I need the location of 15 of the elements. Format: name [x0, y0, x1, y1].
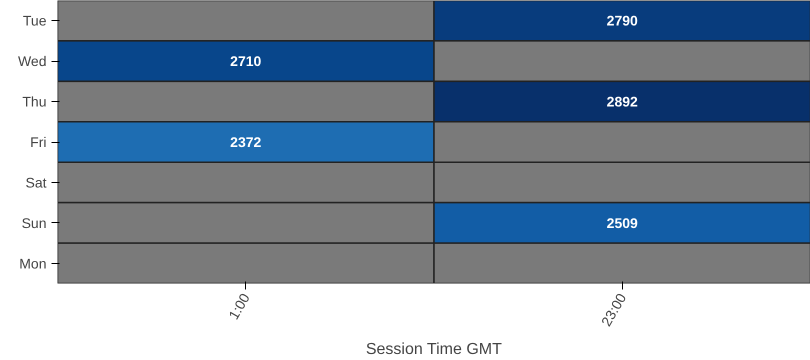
y-tick-label: Tue	[22, 12, 47, 29]
y-tick-label: Sun	[22, 214, 47, 231]
data-label: 2790	[606, 12, 638, 29]
y-tick-label: Wed	[18, 53, 47, 70]
y-tick-label: Fri	[30, 134, 47, 150]
data-label: 2509	[606, 214, 638, 231]
y-tick-label: Sat	[25, 174, 47, 190]
data-label: 2892	[606, 94, 638, 110]
y-tick-label: Mon	[19, 255, 46, 272]
x-axis-title: Session Time GMT	[366, 340, 502, 358]
x-tick-label: 1:00	[225, 290, 253, 322]
x-tick-label: 23:00	[598, 290, 630, 329]
data-label: 2710	[230, 53, 262, 70]
data-label: 2372	[230, 134, 262, 150]
y-tick-label: Thu	[22, 94, 46, 110]
